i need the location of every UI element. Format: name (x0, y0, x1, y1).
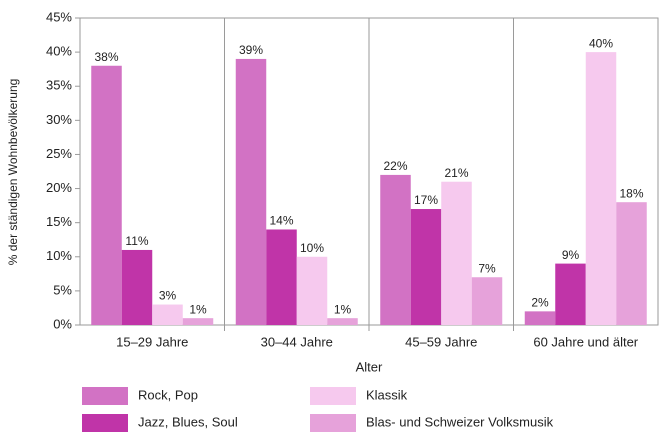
value-label: 39% (239, 43, 263, 57)
y-tick-label: 15% (46, 214, 72, 229)
bar (410, 209, 442, 325)
value-label: 7% (478, 261, 496, 275)
bar (380, 174, 411, 325)
legend-swatch (310, 414, 356, 432)
value-label: 21% (444, 166, 468, 180)
value-label: 1% (189, 302, 207, 316)
value-label: 10% (300, 241, 324, 255)
value-label: 11% (125, 234, 148, 248)
x-tick-label: 45–59 Jahre (405, 334, 477, 349)
legend-swatch (82, 414, 128, 432)
legend-label: Jazz, Blues, Soul (138, 414, 238, 429)
bar (327, 318, 358, 325)
value-label: 2% (531, 296, 549, 310)
x-tick-label: 30–44 Jahre (261, 334, 333, 349)
bar (524, 311, 556, 325)
value-label: 9% (562, 248, 580, 262)
bar (585, 52, 617, 325)
y-tick-label: 20% (46, 180, 72, 195)
bar (121, 249, 153, 325)
value-label: 14% (269, 214, 293, 228)
bar (182, 318, 214, 325)
y-tick-label: 25% (46, 146, 72, 161)
value-label: 3% (159, 289, 177, 303)
legend-swatch (82, 387, 128, 405)
legend-label: Klassik (366, 387, 408, 402)
x-tick-label: 15–29 Jahre (116, 334, 188, 349)
x-axis-label: Alter (356, 359, 383, 374)
y-tick-label: 45% (46, 9, 72, 24)
bar (441, 181, 472, 325)
value-label: 1% (334, 302, 352, 316)
value-label: 18% (619, 186, 643, 200)
value-label: 38% (94, 50, 118, 64)
y-tick-label: 40% (46, 44, 72, 59)
bar (235, 58, 267, 325)
y-tick-label: 10% (46, 248, 72, 263)
value-label: 17% (414, 193, 438, 207)
legend-label: Rock, Pop (138, 387, 198, 402)
value-label: 22% (383, 159, 407, 173)
value-label: 40% (589, 36, 613, 50)
bar (296, 256, 328, 325)
y-tick-label: 30% (46, 112, 72, 127)
y-tick-label: 5% (53, 282, 72, 297)
bar (91, 65, 122, 325)
y-tick-label: 35% (46, 78, 72, 93)
bar (471, 277, 503, 325)
y-tick-label: 0% (53, 316, 72, 331)
legend-label: Blas- und Schweizer Volksmusik (366, 414, 554, 429)
bar (616, 202, 647, 325)
y-axis-label: % der ständigen Wohnbevölkerung (6, 79, 20, 266)
legend-swatch (310, 387, 356, 405)
bar (266, 229, 297, 325)
bar (555, 263, 586, 325)
bar (152, 304, 183, 325)
x-tick-label: 60 Jahre und älter (533, 334, 638, 349)
